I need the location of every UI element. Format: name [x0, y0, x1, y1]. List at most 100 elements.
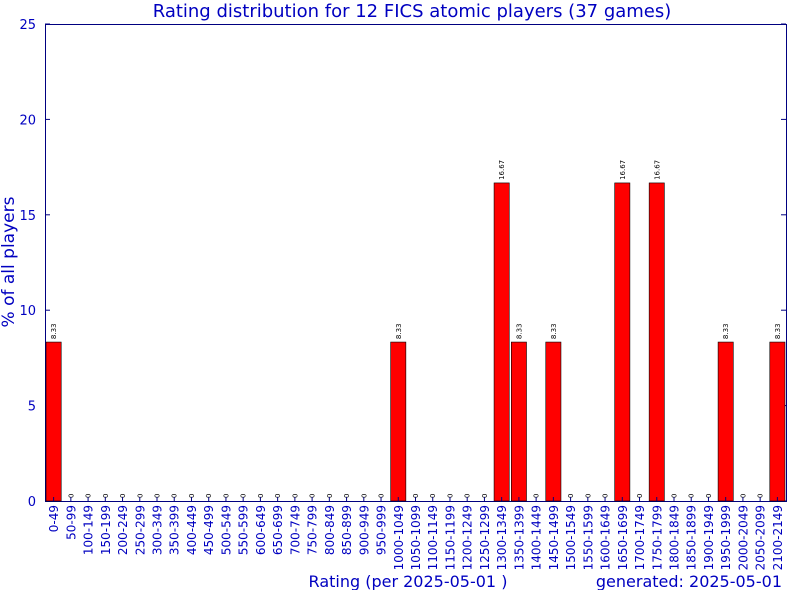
x-tick-label: 100-149 — [82, 505, 96, 555]
x-tick-label: 1350-1399 — [512, 505, 526, 570]
x-tick-label: 1300-1349 — [495, 505, 509, 570]
x-tick-label: 1900-1949 — [702, 505, 716, 570]
x-tick-label: 500-549 — [219, 505, 233, 555]
bar-value-label: 8.33 — [395, 323, 403, 339]
x-tick-label: 900-949 — [357, 505, 371, 555]
x-tick-label: 1650-1699 — [616, 505, 630, 570]
bar-value-label: 0 — [688, 494, 696, 498]
x-tick-label: 1200-1249 — [461, 505, 475, 570]
bar-value-label: 0 — [584, 494, 592, 498]
bar-value-label: 16.67 — [653, 160, 661, 180]
bar-value-label: 0 — [274, 494, 282, 498]
y-tick-label: 5 — [28, 400, 36, 415]
bar — [390, 341, 407, 502]
x-tick-label: 50-99 — [64, 505, 78, 540]
x-tick-label: 2000-2049 — [736, 505, 750, 570]
bar-value-label: 0 — [188, 494, 196, 498]
bar-value-label: 8.33 — [550, 323, 558, 339]
bar-value-label: 0 — [102, 494, 110, 498]
x-tick-label: 2100-2149 — [771, 505, 785, 570]
bar-value-label: 16.67 — [498, 160, 506, 180]
bar-value-label: 0 — [240, 494, 248, 498]
y-axis-label: % of all players — [0, 196, 19, 327]
x-tick-label: 1400-1449 — [530, 505, 544, 570]
bar-value-label: 0 — [739, 494, 747, 498]
bar-value-label: 0 — [85, 494, 93, 498]
bar-value-label: 0 — [602, 494, 610, 498]
x-tick-label: 1950-1999 — [719, 505, 733, 570]
x-tick-label: 550-599 — [237, 505, 251, 555]
bar — [614, 182, 631, 502]
bar-value-label: 0 — [291, 494, 299, 498]
x-tick-label: 2050-2099 — [754, 505, 768, 570]
y-tick-label: 10 — [19, 304, 36, 319]
bar-value-label: 0 — [360, 494, 368, 498]
bar-value-label: 0 — [757, 494, 765, 498]
bar — [769, 341, 786, 502]
bar-value-label: 0 — [636, 494, 644, 498]
bar-value-label: 16.67 — [619, 160, 627, 180]
bar-value-label: 0 — [309, 494, 317, 498]
bar-value-label: 0 — [429, 494, 437, 498]
bar — [493, 182, 510, 502]
bar-value-label: 0 — [67, 494, 75, 498]
bar — [648, 182, 665, 502]
x-tick-label: 300-349 — [151, 505, 165, 555]
bar-value-label: 0 — [567, 494, 575, 498]
bar — [545, 341, 562, 502]
x-tick-label: 800-849 — [323, 505, 337, 555]
bar-value-label: 0 — [326, 494, 334, 498]
x-tick-label: 1500-1549 — [564, 505, 578, 570]
bar — [45, 341, 62, 502]
bar-value-label: 0 — [533, 494, 541, 498]
bar-value-label: 8.33 — [774, 323, 782, 339]
x-axis-label: Rating (per 2025-05-01 ) — [309, 572, 508, 590]
x-tick-label: 600-649 — [254, 505, 268, 555]
chart-title: Rating distribution for 12 FICS atomic p… — [153, 1, 672, 22]
x-tick-label: 0-49 — [47, 505, 61, 532]
x-tick-label: 1450-1499 — [547, 505, 561, 570]
x-tick-label: 1050-1099 — [409, 505, 423, 570]
x-tick-label: 1750-1799 — [650, 505, 664, 570]
x-tick-label: 650-699 — [271, 505, 285, 555]
x-tick-label: 950-999 — [375, 505, 389, 555]
y-tick-label: 25 — [19, 18, 36, 33]
y-tick-label: 20 — [19, 113, 36, 128]
x-tick-label: 400-449 — [185, 505, 199, 555]
bar-value-label: 0 — [171, 494, 179, 498]
x-tick-label: 1600-1649 — [599, 505, 613, 570]
x-tick-label: 850-899 — [340, 505, 354, 555]
x-tick-label: 350-399 — [168, 505, 182, 555]
bar-value-label: 8.33 — [515, 323, 523, 339]
bar-value-label: 0 — [257, 494, 265, 498]
bar-value-label: 0 — [464, 494, 472, 498]
bar-value-label: 0 — [119, 494, 127, 498]
x-tick-label: 1850-1899 — [685, 505, 699, 570]
bar-value-label: 8.33 — [722, 323, 730, 339]
x-tick-label: 450-499 — [202, 505, 216, 555]
x-tick-label: 700-749 — [288, 505, 302, 555]
y-tick-label: 15 — [19, 209, 36, 224]
generated-date: generated: 2025-05-01 — [596, 572, 782, 590]
bar-value-label: 0 — [205, 494, 213, 498]
bar-value-label: 0 — [343, 494, 351, 498]
bar-value-label: 0 — [222, 494, 230, 498]
x-tick-label: 1800-1849 — [667, 505, 681, 570]
x-tick-label: 1100-1149 — [426, 505, 440, 570]
y-tick-label: 0 — [28, 495, 36, 510]
x-tick-label: 750-799 — [306, 505, 320, 555]
x-tick-label: 200-249 — [116, 505, 130, 555]
bar-value-label: 0 — [481, 494, 489, 498]
bar-value-label: 0 — [378, 494, 386, 498]
x-tick-label: 1150-1199 — [443, 505, 457, 570]
bar — [717, 341, 734, 502]
bar — [510, 341, 527, 502]
x-tick-label: 250-299 — [133, 505, 147, 555]
bar-value-label: 0 — [446, 494, 454, 498]
bar-value-label: 0 — [136, 494, 144, 498]
bar-value-label: 0 — [670, 494, 678, 498]
bar-value-label: 0 — [705, 494, 713, 498]
x-tick-label: 150-199 — [99, 505, 113, 555]
bar-value-label: 0 — [412, 494, 420, 498]
